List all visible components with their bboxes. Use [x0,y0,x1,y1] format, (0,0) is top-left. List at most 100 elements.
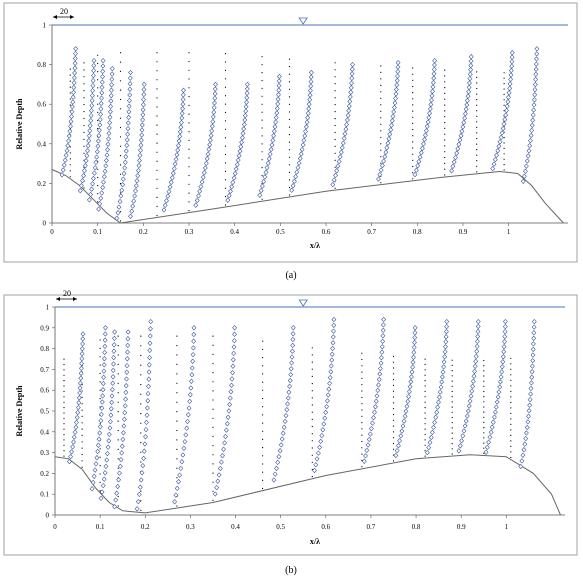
panel-a-velocity-point [212,100,217,106]
panel-a-velocity-point [66,138,71,144]
panel-a-velocity-point [307,87,313,94]
panel-a-velocity-point [89,92,95,99]
panel-b-velocity-point [102,331,108,337]
panel-a-station-dot [380,162,382,164]
panel-b-station-dot [392,448,395,450]
panel-b-velocity-point [143,434,148,440]
panel-a-velocity-point [212,95,218,101]
panel-b-velocity-point [120,430,126,436]
panel-b-velocity-point [230,363,236,369]
panel-a-velocity-point [419,145,425,151]
panel-b-velocity-point [528,380,534,386]
panel-b-station-dot [212,372,214,374]
panel-a-station-dot [97,111,99,113]
panel-b-velocity-point [119,450,125,456]
panel-b-velocity-point [177,472,183,478]
panel-b-velocity-point [399,428,405,434]
panel-a-velocity-point [389,118,395,124]
panel-a-scale-arrowhead-left [53,15,57,19]
panel-a-velocity-point [344,117,350,123]
panel-a-station-dot [261,151,263,153]
panel-b-station-dot [424,396,426,398]
panel-b-velocity-point [410,359,416,365]
panel-a-station-dot [119,70,122,72]
panel-a-velocity-point [174,152,180,158]
panel-b-station-dot [99,481,101,483]
panel-a-velocity-profile [376,59,401,182]
panel-a-velocity-point [297,155,303,162]
panel-b-station-dot [311,383,313,385]
panel-b-station-dot [176,392,178,394]
panel-a-station-dot [261,103,263,105]
panel-b-velocity-point [124,362,130,369]
panel-b-station-dot [361,371,363,373]
panel-b-velocity-point [107,418,113,425]
panel-a-velocity-point [136,162,142,169]
panel-a-station-dot [119,126,122,129]
panel-a-velocity-point [105,147,110,153]
panel-a-velocity-point [96,206,102,212]
panel-a-velocity-point [241,126,247,132]
panel-a-velocity-point [466,89,472,95]
panel-a-station-dot [476,99,478,101]
panel-b-station-dot [510,412,512,414]
panel-a-x-tick-label: 0 [50,228,54,236]
panel-a-velocity-point [384,145,390,151]
panel-a-station-dot [69,104,71,106]
panel-a-velocity-point [262,174,268,180]
panel-a-station-dot [69,152,71,154]
panel-b-station-dot [117,392,119,394]
panel-a-station-dot [380,130,382,132]
panel-a-velocity-point [412,171,418,178]
panel-a-velocity-point [296,160,302,166]
panel-b-velocity-point [288,366,294,372]
panel-b-velocity-point [412,334,418,341]
panel-a-velocity-point [85,143,91,149]
panel-b-velocity-point [375,387,381,394]
panel-a-station-dot [156,142,158,144]
panel-b-velocity-point [436,394,442,400]
panel-a-velocity-point [453,154,458,161]
panel-a-station-dot [412,98,414,100]
panel-b-station-dot [483,385,485,387]
panel-b-station-dot [117,373,119,375]
panel-a-velocity-point [376,176,381,182]
panel-b-velocity-point [231,344,237,350]
panel-a-velocity-point [72,60,78,66]
panel-b-velocity-point [371,415,376,421]
panel-b-velocity-point [281,424,287,430]
panel-b-station-dot [311,354,313,356]
panel-a-velocity-point [123,154,129,160]
panel-a-velocity-point [505,99,511,105]
panel-b-velocity-point [80,331,86,337]
panel-a-velocity-point [507,81,513,87]
panel-b-velocity-point [181,445,187,451]
panel-b-velocity-point [528,385,534,392]
panel-b-velocity-point [320,427,326,433]
panel-b-velocity-point [502,333,508,340]
panel-a-station-dot [476,110,478,112]
panel-b-station-dots [63,358,65,457]
panel-a-velocity-point [180,101,186,107]
panel-a-velocity-point [120,182,126,188]
panel-a-station-dot [261,198,263,200]
panel-a-station-dot [119,52,122,54]
panel-b-velocity-point [441,364,447,370]
panel-b-station-dot [424,444,426,446]
panel-b-velocity-point [106,431,112,438]
panel-b-velocity-point [393,452,399,459]
panel-b-velocity-point [100,380,106,387]
panel-a-station-dot [288,88,291,90]
panel-a-station-dot [156,133,158,135]
panel-a-velocity-point [531,97,537,103]
panel-a-velocity-point [127,86,133,92]
panel-b-station-dot [483,370,485,372]
panel-b-velocity-point [68,454,74,460]
panel-b-velocity-point [230,369,235,376]
panel-a-velocity-point [109,82,115,88]
panel-a-velocity-point [181,87,186,93]
panel-b-station-dot [424,417,426,419]
panel-b-velocity-point [498,374,504,380]
panel-a-velocity-point [244,86,250,92]
panel-a-station-dot [83,152,85,154]
